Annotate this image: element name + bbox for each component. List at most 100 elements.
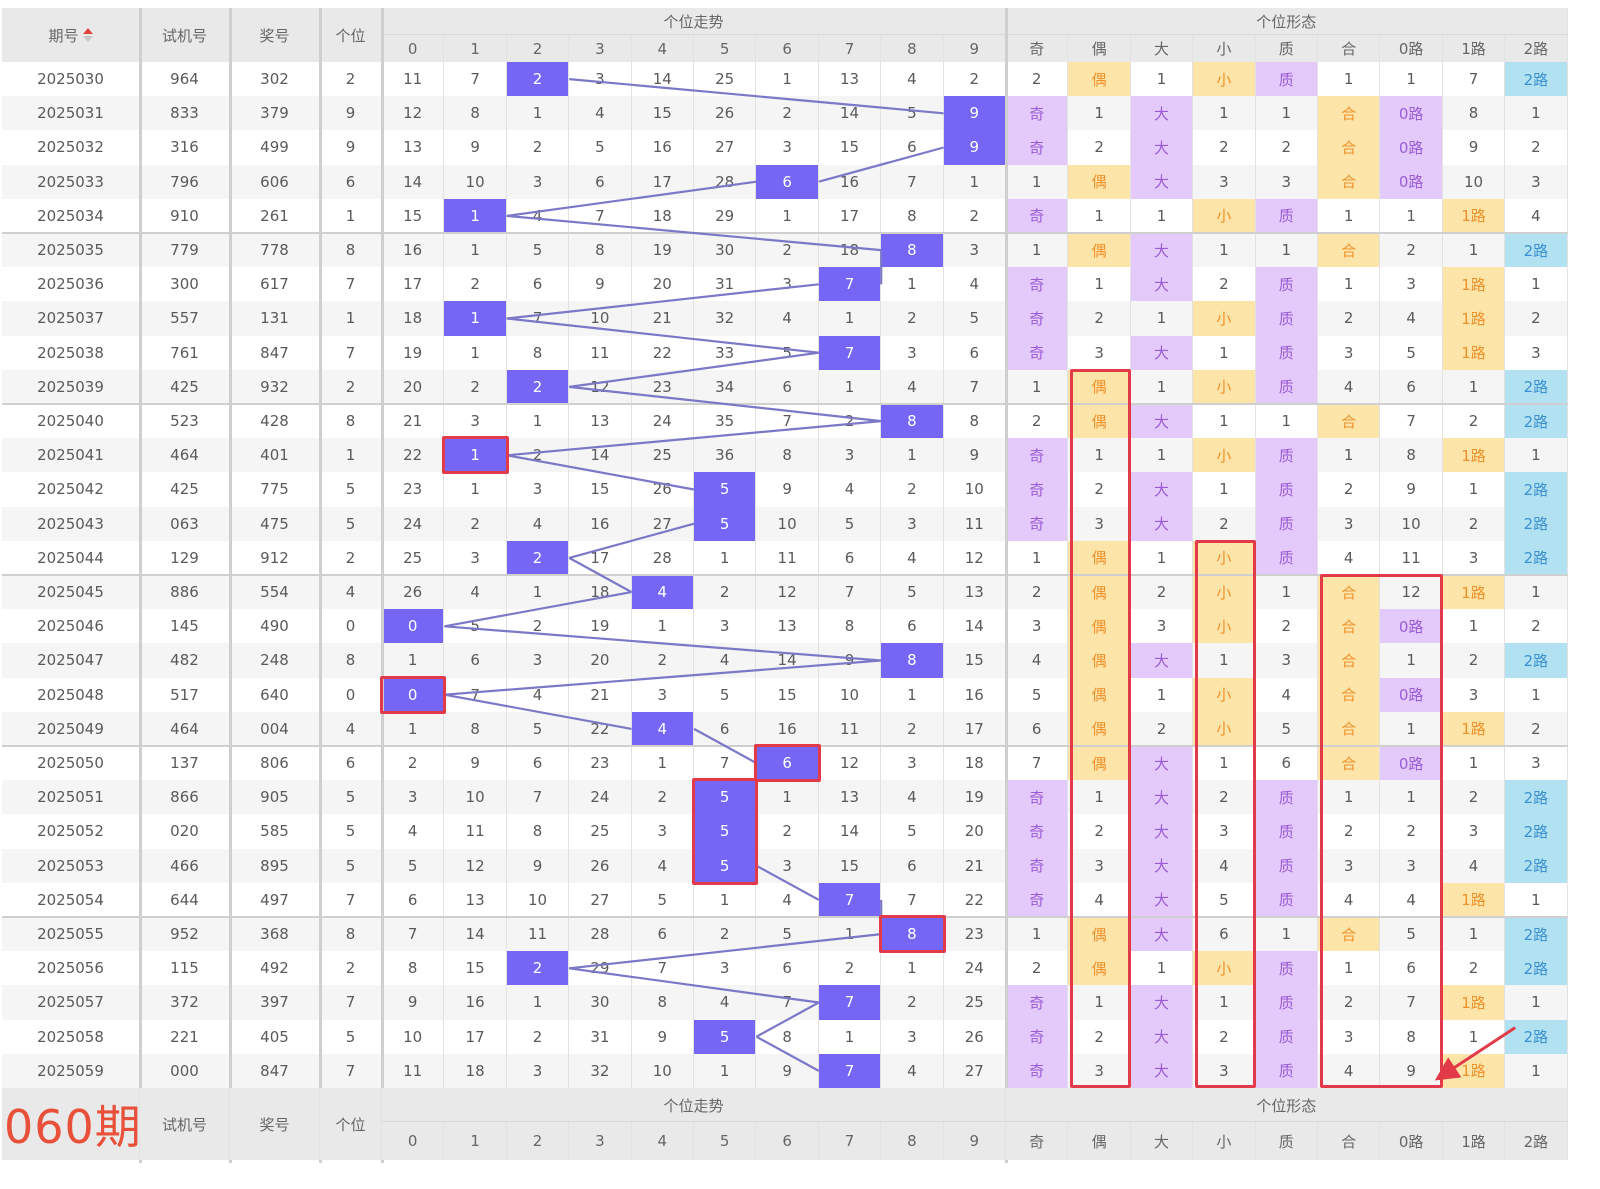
form-miss-cell: 2: [1193, 130, 1256, 165]
trend-miss-cell: 15: [382, 198, 445, 233]
trend-miss-cell: 4: [881, 540, 944, 575]
form-hit-cell: 2路: [1505, 780, 1568, 815]
trend-miss-cell: 32: [694, 301, 757, 336]
form-miss-cell: 3: [1380, 267, 1443, 302]
form-hit-cell: 偶: [1068, 917, 1131, 952]
trend-hit-cell: 8: [881, 643, 944, 678]
trend-col-header: 6: [756, 1122, 819, 1160]
form-hit-cell: 奇: [1006, 882, 1069, 917]
form-hit-cell: 奇: [1006, 814, 1069, 849]
divider: [382, 1121, 1568, 1122]
form-col-header: 合: [1318, 35, 1381, 62]
prize-number-cell: 131: [230, 301, 320, 336]
trend-miss-cell: 5: [569, 130, 632, 165]
trend-miss-cell: 11: [943, 506, 1006, 541]
trend-miss-cell: 28: [569, 917, 632, 952]
trend-miss-cell: 1: [444, 472, 507, 507]
period-header-label: 期号: [48, 26, 79, 45]
trend-miss-cell: 8: [819, 609, 882, 644]
trend-miss-cell: 19: [569, 609, 632, 644]
trend-miss-cell: 1: [506, 575, 570, 610]
unit-digit-cell: 8: [320, 917, 382, 952]
form-col-header: 奇: [1006, 35, 1069, 62]
trend-miss-cell: 7: [881, 164, 944, 199]
trend-miss-cell: 10: [444, 164, 507, 199]
trend-miss-cell: 21: [569, 677, 632, 712]
trial-number-cell: 796: [140, 164, 230, 199]
trend-miss-cell: 7: [569, 198, 632, 233]
form-miss-cell: 1: [1443, 746, 1506, 781]
trend-miss-cell: 3: [569, 62, 632, 97]
form-miss-cell: 3: [1318, 506, 1381, 541]
trend-miss-cell: 5: [444, 609, 507, 644]
trend-miss-cell: 13: [943, 575, 1006, 610]
form-miss-cell: 9: [1380, 1053, 1443, 1088]
form-miss-cell: 4: [1256, 677, 1318, 712]
trend-line-segment: [506, 317, 819, 354]
trend-miss-cell: 9: [943, 438, 1006, 473]
prize-number-cell: 554: [230, 575, 320, 610]
form-col-header: 2路: [1505, 1122, 1568, 1160]
form-hit-cell: 质: [1255, 814, 1318, 849]
form-miss-cell: 3: [1443, 677, 1506, 712]
period-header[interactable]: 期号: [2, 8, 140, 62]
form-miss-cell: 1: [1505, 677, 1568, 712]
trial-number-cell: 557: [140, 301, 230, 336]
trend-miss-cell: 6: [631, 917, 694, 952]
unit-digit-header-label: 个位: [335, 26, 366, 45]
trend-chart-table: 期号 试机号 奖号 个位 个位走势 个位形态 0 1 2 3 4 5 6 7 8 9 奇偶大小质合 0路 1路 2路 2…: [2, 8, 1568, 1163]
trend-miss-cell: 2: [507, 609, 570, 644]
trend-miss-cell: 16: [444, 985, 507, 1020]
trial-number-header-label: 试机号: [161, 26, 207, 45]
period-cell: 2025039: [2, 369, 140, 404]
trend-line-segment: [568, 556, 633, 594]
trend-miss-cell: 7: [818, 575, 882, 610]
trend-miss-cell: 3: [507, 472, 570, 507]
form-miss-cell: 2: [1442, 780, 1506, 815]
prize-number-cell: 895: [230, 848, 320, 883]
trend-miss-cell: 17: [569, 540, 632, 575]
form-hit-cell: 大: [1130, 506, 1194, 541]
trend-line-segment: [569, 933, 882, 970]
trend-hit-cell: 9: [943, 130, 1006, 165]
form-group-header: 个位形态: [1006, 1088, 1568, 1122]
trend-line-segment: [818, 146, 944, 183]
trend-miss-cell: 2: [756, 814, 819, 849]
period-cell: 2025053: [2, 848, 140, 883]
trend-miss-cell: 25: [569, 814, 632, 849]
form-miss-cell: 1: [1006, 917, 1069, 952]
trend-miss-cell: 6: [382, 882, 445, 917]
trend-miss-cell: 36: [694, 438, 757, 473]
trend-miss-cell: 4: [382, 814, 445, 849]
trend-miss-cell: 6: [756, 951, 819, 986]
form-hit-cell: 1路: [1442, 711, 1506, 746]
trend-miss-cell: 7: [444, 62, 507, 97]
trial-number-cell: 952: [140, 917, 230, 952]
trend-hit-cell: 0: [382, 609, 445, 644]
trend-line-segment: [444, 659, 882, 696]
period-cell: 2025055: [2, 917, 140, 952]
trend-miss-cell: 3: [694, 951, 757, 986]
form-hit-cell: 偶: [1068, 164, 1131, 199]
form-hit-cell: 偶: [1068, 677, 1131, 712]
unit-digit-cell: 8: [320, 233, 382, 268]
trial-number-cell: 779: [140, 233, 230, 268]
trend-miss-cell: 10: [507, 882, 570, 917]
trend-miss-cell: 8: [756, 438, 819, 473]
form-hit-cell: 1路: [1442, 198, 1506, 233]
form-miss-cell: 9: [1380, 472, 1443, 507]
trend-miss-cell: 1: [444, 335, 507, 370]
trend-miss-cell: 8: [507, 814, 570, 849]
trend-miss-cell: 6: [881, 609, 944, 644]
trend-miss-cell: 11: [569, 335, 632, 370]
form-miss-cell: 2: [1443, 951, 1506, 986]
prize-number-header-label: 奖号: [259, 26, 290, 45]
trend-miss-cell: 7: [382, 917, 445, 952]
trend-hit-cell: 5: [694, 506, 757, 541]
trend-miss-cell: 13: [819, 62, 882, 97]
sort-ascending-icon[interactable]: [82, 28, 93, 42]
form-miss-cell: 2: [1130, 575, 1194, 610]
trend-miss-cell: 5: [382, 848, 445, 883]
form-miss-cell: 3: [1068, 335, 1131, 370]
trend-hit-cell: 4: [631, 711, 694, 746]
